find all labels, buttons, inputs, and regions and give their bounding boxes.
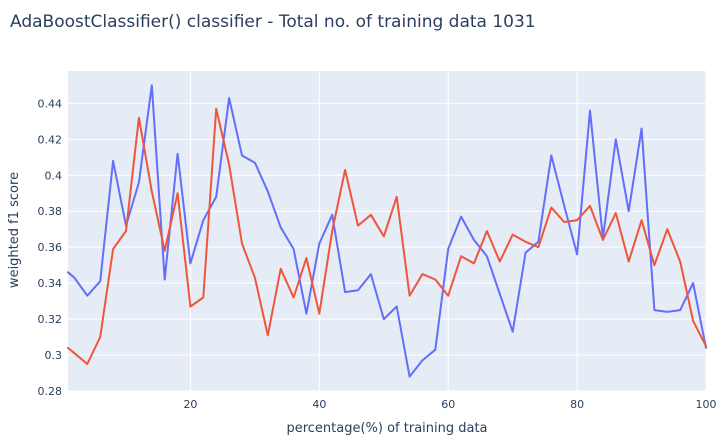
y-axis-title: weighted f1 score — [7, 172, 22, 288]
x-tick-label: 40 — [312, 398, 326, 411]
x-tick-label: 100 — [696, 398, 717, 411]
y-tick-label: 0.3 — [45, 349, 63, 362]
x-axis-title: percentage(%) of training data — [286, 421, 487, 436]
x-axis: 20 40 60 80 100 — [183, 398, 716, 411]
y-tick-label: 0.38 — [38, 205, 63, 218]
plot-background — [68, 71, 706, 391]
series-group — [67, 84, 707, 378]
y-tick-label: 0.36 — [38, 241, 63, 254]
x-tick-label: 60 — [441, 398, 455, 411]
y-tick-label: 0.32 — [38, 313, 63, 326]
chart-title: AdaBoostClassifier() classifier - Total … — [10, 12, 536, 32]
series-line-1 — [67, 84, 707, 378]
y-tick-label: 0.44 — [38, 97, 63, 110]
x-tick-label: 20 — [183, 398, 197, 411]
x-tick-label: 80 — [570, 398, 584, 411]
y-tick-label: 0.42 — [38, 133, 63, 146]
y-tick-label: 0.4 — [45, 169, 63, 182]
y-axis: 0.28 0.3 0.32 0.34 0.36 0.38 0.4 0.42 0.44 — [38, 97, 63, 398]
y-tick-label: 0.34 — [38, 277, 63, 290]
series-line-2 — [67, 107, 707, 365]
y-tick-label: 0.28 — [38, 385, 63, 398]
